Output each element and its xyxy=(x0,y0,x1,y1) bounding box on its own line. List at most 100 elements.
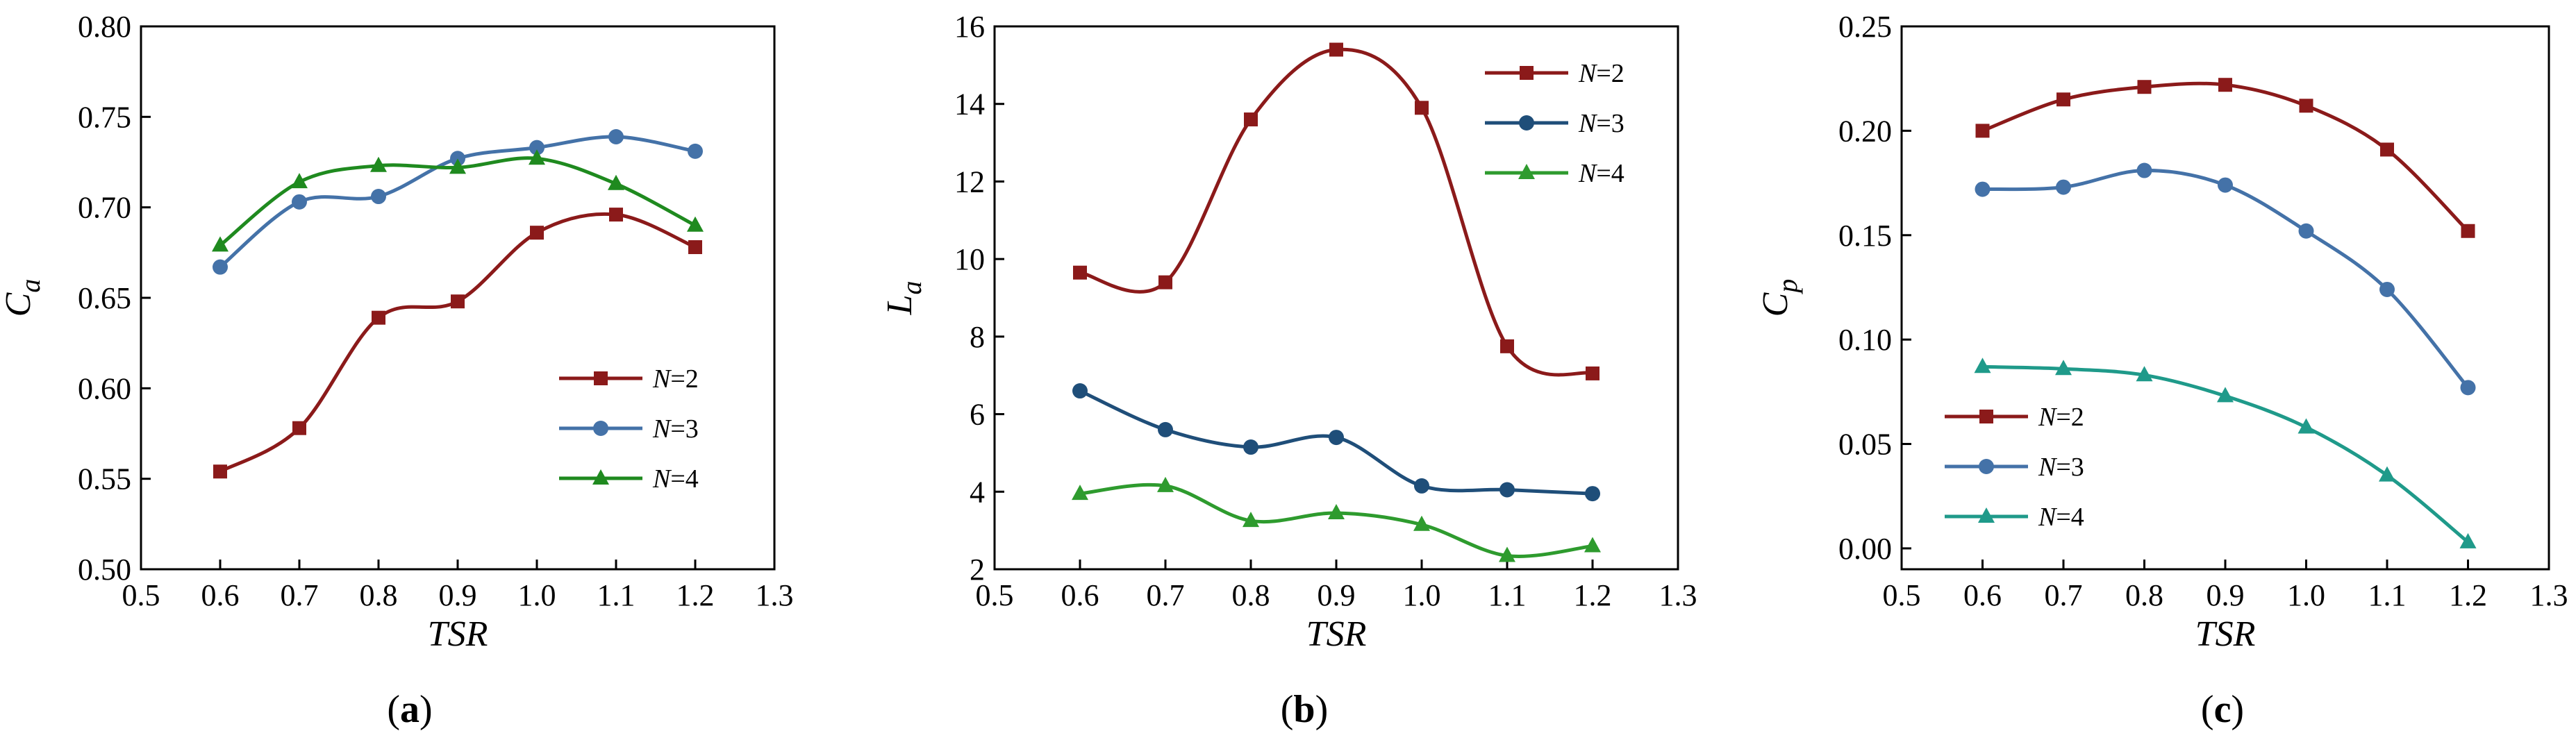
legend-label: N=2 xyxy=(1578,59,1624,88)
plot-frame xyxy=(993,25,1679,571)
legend-label-var: N xyxy=(2038,453,2058,482)
legend-label-eq: =3 xyxy=(1596,109,1624,138)
data-point xyxy=(1073,265,1087,280)
data-point xyxy=(1072,485,1088,501)
x-tick-label: 1.3 xyxy=(756,578,794,612)
y-tick-label: 8 xyxy=(970,320,985,354)
x-axis-title: TSR xyxy=(2195,614,2256,654)
data-point xyxy=(608,129,624,145)
x-tick-label: 1.0 xyxy=(518,578,556,612)
x-tick-label: 0.8 xyxy=(2125,578,2163,612)
legend-label-eq: =3 xyxy=(670,414,698,444)
data-point xyxy=(451,294,465,309)
y-tick-label: 0.25 xyxy=(1838,10,1892,44)
series-line xyxy=(1079,47,1593,377)
x-tick-label: 0.5 xyxy=(976,578,1014,612)
data-point xyxy=(1499,482,1515,498)
x-tick-label: 0.8 xyxy=(1232,578,1270,612)
x-tick-label: 0.5 xyxy=(122,578,160,612)
data-point xyxy=(1328,504,1345,520)
legend-label: N=3 xyxy=(652,414,699,444)
x-axis-title: TSR xyxy=(428,614,488,654)
y-tick-label: 0.55 xyxy=(78,462,131,496)
y-tick-label: 0.60 xyxy=(78,371,131,405)
data-point xyxy=(213,464,227,479)
legend-label-eq: =4 xyxy=(2056,503,2084,532)
y-tick-label: 0.75 xyxy=(78,100,131,134)
y-tick-label: 0.50 xyxy=(78,553,131,587)
data-point xyxy=(1243,439,1258,455)
legend-label-var: N xyxy=(1578,109,1598,138)
caption-close: ) xyxy=(419,688,433,731)
data-point xyxy=(530,226,544,240)
x-tick-label: 0.7 xyxy=(1147,578,1185,612)
caption-close: ) xyxy=(2231,688,2244,731)
x-tick-label: 0.6 xyxy=(201,578,240,612)
series-N=2 xyxy=(1975,78,2475,238)
y-tick-label: 0.05 xyxy=(1838,428,1892,462)
data-point xyxy=(212,236,228,252)
y-tick-label: 10 xyxy=(954,242,985,276)
data-point xyxy=(1584,537,1601,553)
y-tick-label: 0.00 xyxy=(1838,532,1892,566)
y-axis-title: La xyxy=(880,281,927,316)
series-N=3 xyxy=(213,129,703,275)
data-point xyxy=(1585,486,1600,502)
data-point xyxy=(2298,223,2314,239)
legend-label-var: N xyxy=(2038,403,2058,432)
legend-marker xyxy=(1520,66,1534,80)
y-tick-label: 0.15 xyxy=(1838,219,1892,253)
plot-frame xyxy=(1900,25,2550,571)
y-axis-title-subscript: a xyxy=(896,281,927,295)
data-point xyxy=(1499,546,1515,562)
data-point xyxy=(1329,430,1344,446)
data-point xyxy=(2055,360,2072,376)
caption-open: ( xyxy=(1281,688,1294,731)
legend-entry: N=3 xyxy=(1945,453,2084,482)
data-point xyxy=(1586,366,1599,380)
data-point xyxy=(2297,418,2315,434)
y-axis-title-main: C xyxy=(1756,292,1795,317)
legend-marker xyxy=(592,469,609,485)
x-tick-label: 0.5 xyxy=(1883,578,1921,612)
series-N=4 xyxy=(1974,358,2477,548)
y-tick-label: 4 xyxy=(970,475,985,509)
data-point xyxy=(608,174,624,190)
x-tick-label: 0.6 xyxy=(1963,578,2002,612)
y-tick-label: 0.80 xyxy=(78,10,131,44)
series-N=4 xyxy=(212,149,704,252)
series-N=3 xyxy=(1072,383,1600,502)
legend-entry: N=4 xyxy=(559,464,699,494)
y-tick-label: 14 xyxy=(954,87,985,121)
legend-label: N=2 xyxy=(2038,403,2084,432)
legend-label-var: N xyxy=(652,464,672,494)
data-point xyxy=(1158,421,1173,437)
data-point xyxy=(2218,78,2232,92)
x-tick-label: 1.2 xyxy=(676,578,715,612)
series-N=2 xyxy=(213,208,702,479)
data-point xyxy=(2379,281,2395,297)
data-point xyxy=(2460,380,2476,396)
caption-letter: a xyxy=(400,688,419,731)
legend-entry: N=2 xyxy=(559,364,699,394)
x-tick-label: 0.6 xyxy=(1061,578,1099,612)
legend-entry: N=3 xyxy=(1485,109,1624,138)
data-point xyxy=(372,310,385,325)
legend-marker xyxy=(1519,115,1534,131)
series-N=3 xyxy=(1975,162,2476,396)
caption-close: ) xyxy=(1315,688,1329,731)
x-tick-label: 0.9 xyxy=(1318,578,1356,612)
data-point xyxy=(2218,177,2233,193)
y-tick-label: 0.20 xyxy=(1838,114,1892,148)
legend-label-eq: =3 xyxy=(2056,453,2084,482)
data-point xyxy=(371,189,386,205)
series-line xyxy=(219,212,696,473)
x-tick-label: 1.1 xyxy=(1488,578,1527,612)
data-point xyxy=(688,143,703,159)
data-point xyxy=(2380,142,2394,157)
data-point xyxy=(2136,162,2152,178)
legend-label-var: N xyxy=(1578,59,1598,88)
legend-entry: N=2 xyxy=(1945,403,2084,432)
legend-label-eq: =2 xyxy=(1596,59,1624,88)
